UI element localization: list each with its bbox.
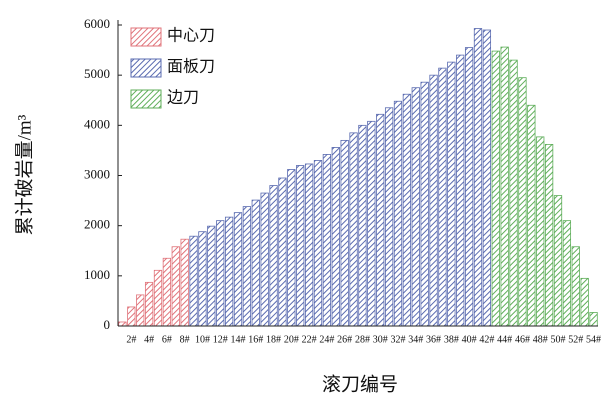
x-tick-label: 16# — [248, 334, 263, 345]
legend-swatch — [130, 27, 162, 47]
bar — [207, 225, 216, 327]
x-tick-label: 14# — [231, 334, 246, 345]
bar — [171, 246, 180, 327]
x-tick-label: 4# — [144, 334, 154, 345]
y-axis-label: 累计破岩量/m³ — [13, 114, 35, 235]
bar — [402, 93, 412, 327]
y-tick-label: 2000 — [84, 217, 110, 232]
bar — [189, 235, 198, 327]
bar — [509, 59, 518, 327]
bar — [438, 67, 447, 327]
bar — [216, 220, 225, 327]
bar — [420, 81, 429, 327]
x-tick-label: 42# — [479, 334, 494, 345]
x-tick-label: 50# — [551, 334, 566, 345]
x-tick-label: 6# — [162, 334, 172, 345]
bar — [429, 74, 438, 327]
y-tick-label: 1000 — [84, 267, 110, 282]
bar — [340, 139, 349, 327]
x-tick-label: 30# — [373, 334, 388, 345]
bar — [464, 47, 474, 327]
x-tick-label: 52# — [568, 334, 583, 345]
bar — [118, 321, 127, 327]
x-tick-label: 38# — [444, 334, 459, 345]
x-tick-label: 12# — [213, 334, 228, 345]
legend-swatch — [130, 58, 162, 78]
y-tick-label: 3000 — [84, 166, 110, 181]
bar — [136, 294, 145, 327]
x-axis-label: 滚刀编号 — [322, 373, 398, 395]
bar — [518, 77, 527, 327]
bar — [233, 212, 243, 327]
bar — [144, 281, 154, 327]
x-tick-label: 44# — [497, 334, 512, 345]
bar — [198, 231, 207, 327]
x-tick-label: 32# — [391, 334, 406, 345]
y-tick-label: 4000 — [84, 116, 110, 131]
bar — [562, 220, 572, 327]
x-tick-label: 26# — [337, 334, 352, 345]
bar — [447, 61, 456, 327]
x-tick-label: 36# — [426, 334, 441, 345]
bar — [376, 113, 385, 327]
x-tick-label: 28# — [355, 334, 370, 345]
bar — [322, 154, 332, 327]
bar — [367, 120, 376, 327]
bar — [536, 136, 545, 327]
bar — [153, 269, 163, 327]
x-tick-label: 40# — [462, 334, 477, 345]
bar — [260, 192, 269, 327]
bar — [553, 195, 563, 327]
bar — [500, 46, 509, 327]
x-tick-label: 54# — [586, 334, 601, 345]
x-tick-label: 34# — [408, 334, 423, 345]
x-tick-label: 24# — [319, 334, 334, 345]
bar — [287, 169, 296, 327]
legend-label: 中心刀 — [167, 27, 215, 45]
x-tick-label: 46# — [515, 334, 530, 345]
bar — [544, 143, 554, 327]
y-tick-label: 6000 — [84, 16, 110, 31]
bar — [180, 238, 189, 327]
bar — [269, 185, 278, 327]
bar — [384, 107, 394, 327]
x-tick-label: 18# — [266, 334, 281, 345]
legend-label: 边刀 — [167, 89, 199, 107]
x-tick-label: 10# — [195, 334, 210, 345]
bar — [127, 306, 136, 327]
y-tick-label: 5000 — [84, 66, 110, 81]
bar — [296, 165, 305, 327]
bar — [349, 132, 358, 327]
bar — [456, 54, 465, 327]
bar — [313, 160, 323, 327]
bar — [491, 50, 500, 327]
bar — [278, 177, 287, 327]
x-tick-label: 8# — [180, 334, 190, 345]
bar — [242, 206, 252, 327]
x-tick-label: 20# — [284, 334, 299, 345]
bar — [331, 147, 340, 327]
bar — [304, 163, 314, 327]
bar — [162, 257, 172, 327]
bar — [482, 29, 492, 327]
bar — [251, 199, 260, 327]
bar — [358, 124, 367, 327]
legend-swatch — [130, 89, 162, 109]
x-tick-label: 48# — [533, 334, 548, 345]
bar — [224, 216, 234, 327]
bar — [393, 100, 403, 327]
bar — [527, 104, 536, 327]
x-tick-label: 2# — [126, 334, 136, 345]
bar — [411, 87, 420, 327]
x-tick-label: 22# — [302, 334, 317, 345]
bar — [473, 28, 483, 327]
y-tick-label: 0 — [104, 317, 111, 332]
legend-label: 面板刀 — [167, 58, 215, 76]
bar — [571, 246, 580, 327]
bar — [589, 312, 598, 327]
bar — [580, 277, 589, 327]
